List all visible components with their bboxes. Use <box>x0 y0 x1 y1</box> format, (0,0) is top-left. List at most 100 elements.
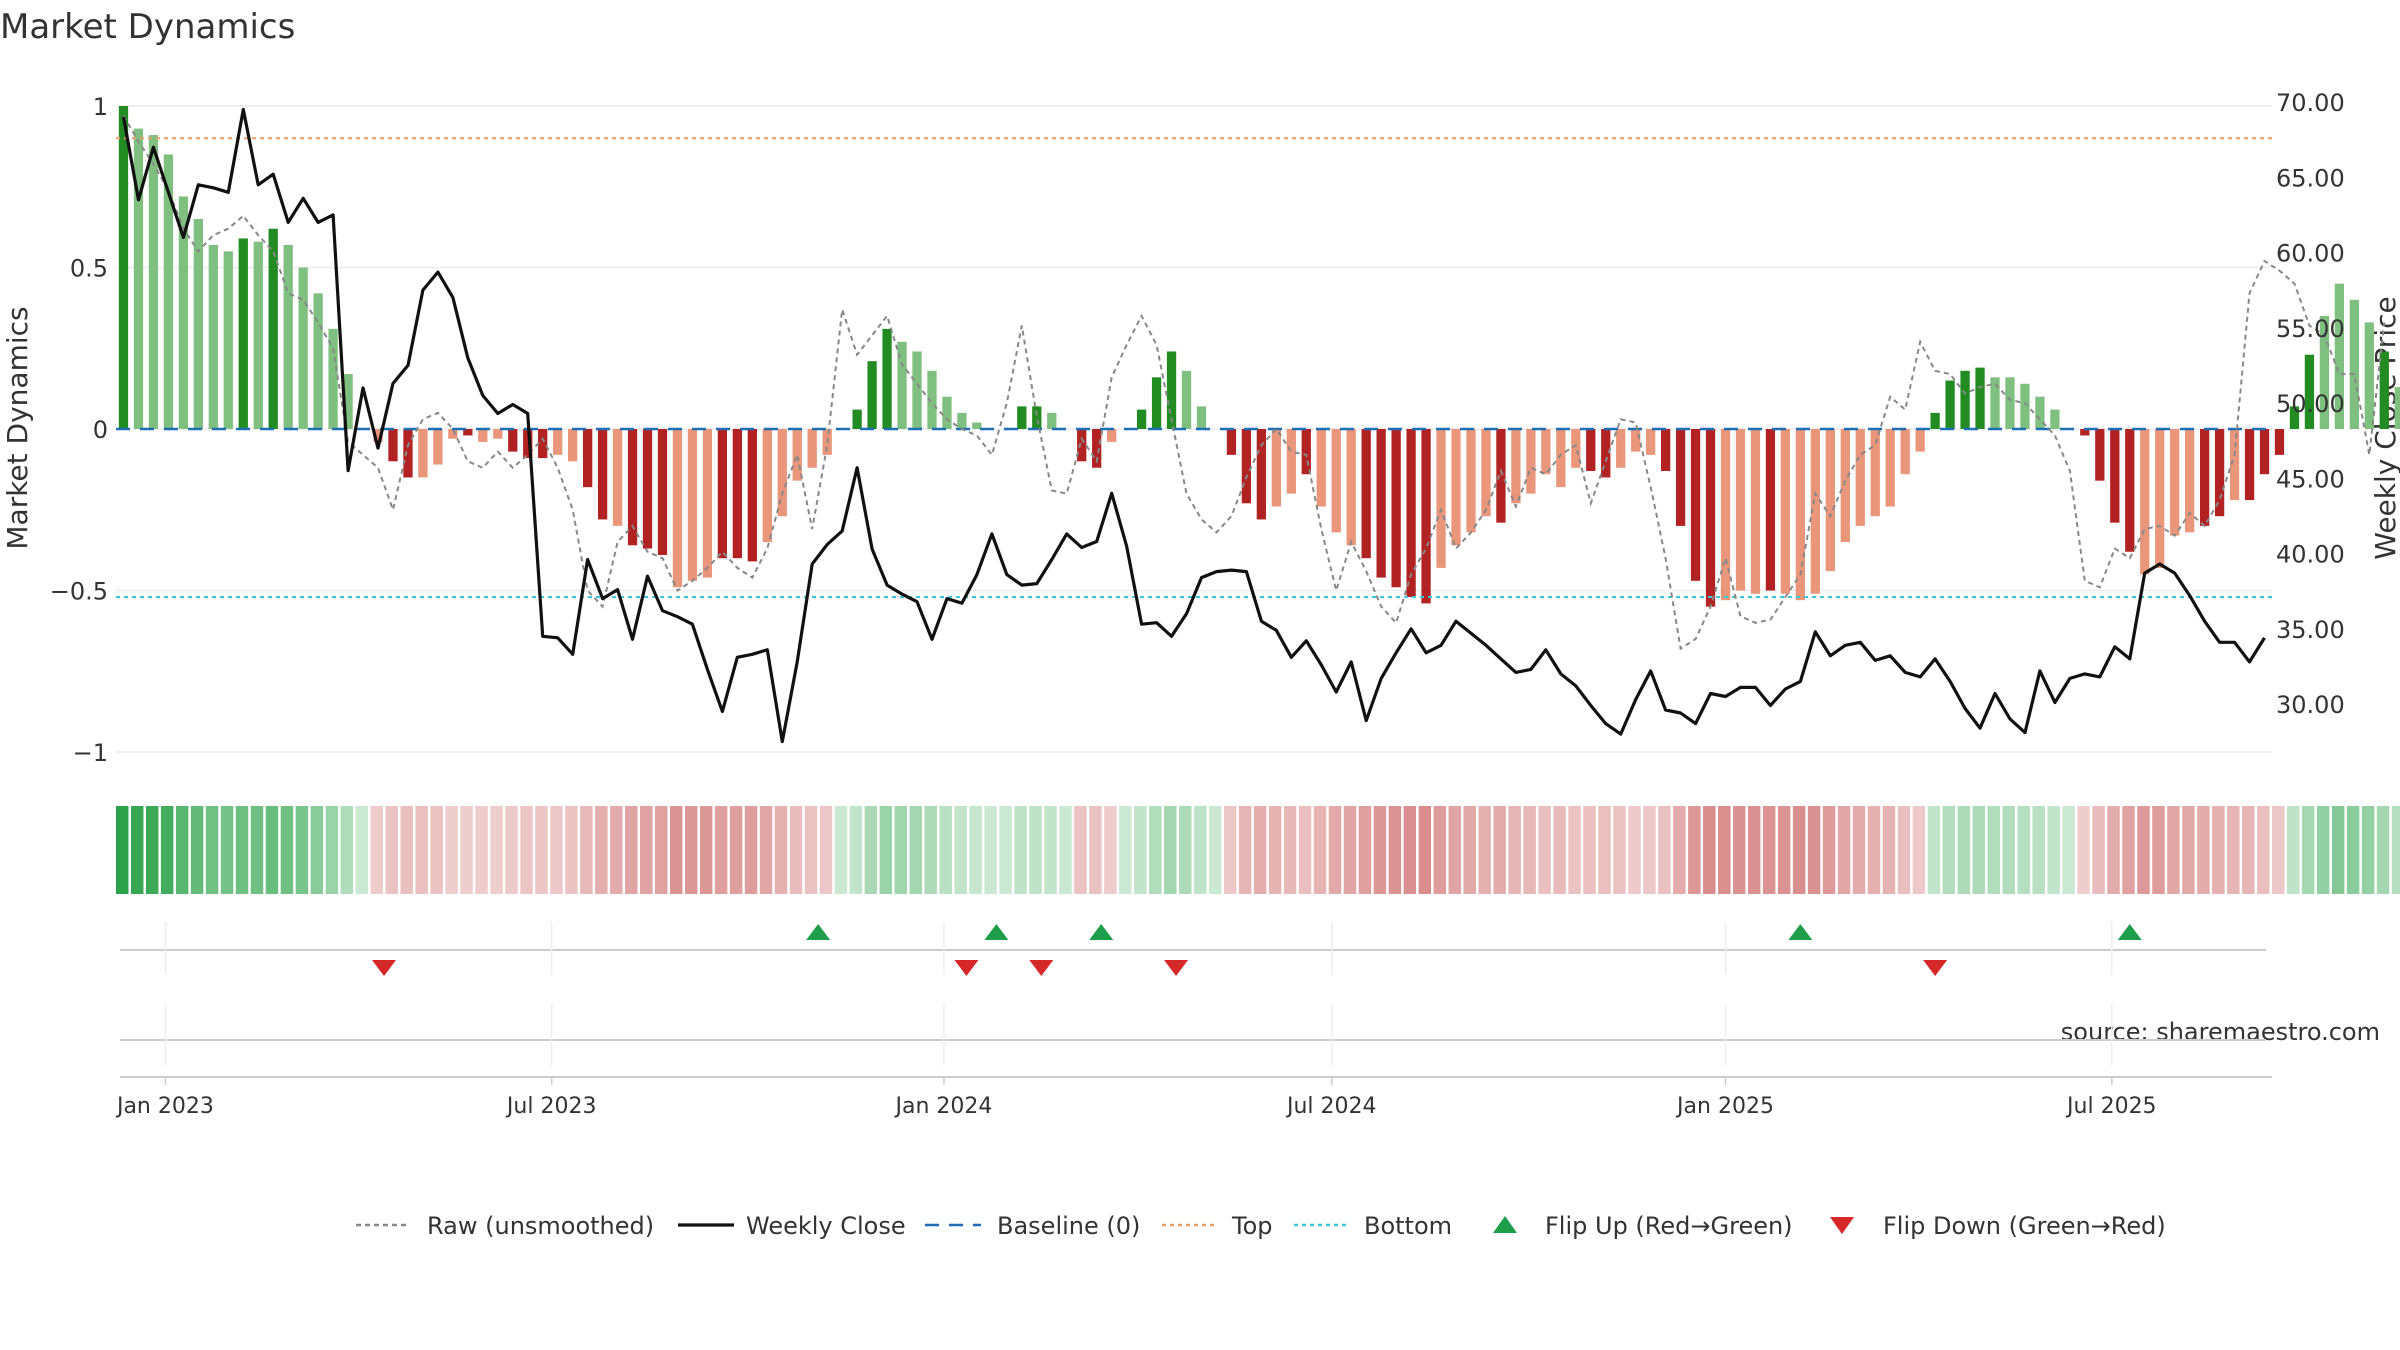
regime-strip-cell <box>1343 806 1357 894</box>
legend-label: Flip Up (Red→Green) <box>1545 1212 1793 1240</box>
regime-strip-cell <box>1628 806 1641 894</box>
regime-strip-cell <box>879 806 893 894</box>
regime-strip-cell <box>1388 806 1402 894</box>
dynamics-bar <box>1720 429 1731 601</box>
regime-strip-cell <box>175 806 189 894</box>
dynamics-bar <box>1136 409 1147 429</box>
regime-strip-cell <box>1718 806 1731 894</box>
dynamics-bar <box>388 429 398 462</box>
dynamics-bar <box>1780 429 1791 594</box>
raw-unsmoothed-line <box>122 115 2386 651</box>
regime-strip-cell <box>1957 806 1971 894</box>
dynamics-bar <box>807 429 817 468</box>
dynamics-bar <box>523 429 533 459</box>
dynamics-bar <box>942 396 952 429</box>
dynamics-bar <box>702 429 713 578</box>
regime-strip-cell <box>625 806 638 894</box>
regime-strip-cell <box>849 806 863 894</box>
regime-strip-cell <box>1268 806 1282 894</box>
dynamics-bar <box>1735 429 1746 591</box>
regime-strip-cell <box>280 806 294 894</box>
regime-strip-cell <box>714 806 728 894</box>
y-tick-label: −1 <box>73 739 108 767</box>
regime-strip-cell <box>1433 806 1447 894</box>
regime-strip-cell <box>1867 806 1881 894</box>
legend-item: Top <box>1162 1212 1273 1240</box>
dynamics-bar <box>313 293 323 429</box>
x-tick-label: Jul 2025 <box>2065 1094 2157 1119</box>
regime-strip-cell <box>1223 806 1237 894</box>
regime-strip-cell <box>1568 806 1581 894</box>
dynamics-bar <box>1795 429 1806 601</box>
regime-strip-cell <box>2017 806 2030 894</box>
regime-strip-cell <box>2301 806 2315 894</box>
dynamics-bar <box>762 429 772 543</box>
regime-strip-cell <box>535 806 548 894</box>
dynamics-bar <box>193 219 203 429</box>
regime-strip-cell <box>669 806 683 894</box>
regime-strip-cell <box>385 806 398 894</box>
regime-strip-cell <box>2062 806 2075 894</box>
y-tick-label: 0 <box>93 416 108 444</box>
regime-strip-cell <box>2107 806 2120 894</box>
regime-strip-cell <box>520 806 533 894</box>
dynamics-bar <box>747 429 757 562</box>
dynamics-bar <box>657 429 668 555</box>
legend-label: Weekly Close <box>746 1212 906 1240</box>
dynamics-bar <box>957 412 967 429</box>
y2-tick-label: 70.00 <box>2276 89 2345 117</box>
regime-strip-cell <box>1313 806 1327 894</box>
regime-strip-cell <box>954 806 967 894</box>
dynamics-bar <box>2110 429 2120 523</box>
flip-up-marker <box>984 924 1009 940</box>
regime-strip-cell <box>2047 806 2060 894</box>
dynamics-bar <box>1870 429 1880 517</box>
dynamics-bar <box>1346 429 1356 546</box>
dynamics-bar <box>1436 429 1446 568</box>
dynamics-bar <box>2005 377 2015 429</box>
regime-strip-cell <box>1733 806 1746 894</box>
dynamics-bar <box>1660 429 1671 471</box>
regime-strip-cell <box>325 806 339 894</box>
regime-strip-cell <box>2257 806 2270 894</box>
regime-strip-cell <box>1074 806 1087 894</box>
dynamics-bar <box>1481 429 1491 517</box>
dynamics-bar <box>1301 429 1311 475</box>
dynamics-bar <box>1690 429 1701 581</box>
y-axis-label: Market Dynamics <box>1 306 34 549</box>
dynamics-bar <box>163 154 174 429</box>
dynamics-bar <box>493 429 503 439</box>
regime-strip-cell <box>759 806 773 894</box>
regime-strip-cell <box>160 806 174 894</box>
dynamics-bar <box>223 251 233 429</box>
dynamics-bar <box>582 429 593 488</box>
dynamics-bar <box>2214 429 2225 517</box>
regime-strip-cell <box>1179 806 1192 894</box>
dynamics-bar <box>1241 429 1252 504</box>
flip-up-marker <box>1788 924 1813 940</box>
regime-strip <box>116 806 2400 894</box>
y2-tick-label: 65.00 <box>2276 164 2345 192</box>
dynamics-bar <box>672 429 683 588</box>
regime-strip-cell <box>1119 806 1132 894</box>
regime-strip-cell <box>984 806 997 894</box>
dynamics-bar <box>927 370 937 429</box>
regime-strip-cell <box>2242 806 2255 894</box>
dynamics-bar <box>2349 299 2359 429</box>
regime-strip-cell <box>1014 806 1027 894</box>
dynamics-bar <box>1945 380 1955 429</box>
dynamics-bar <box>1541 429 1551 475</box>
regime-strip-cell <box>2212 806 2225 894</box>
regime-strip-cell <box>684 806 698 894</box>
dynamics-bar <box>792 429 802 481</box>
grid-layer <box>116 105 2272 753</box>
dynamics-bar <box>687 429 698 581</box>
dynamics-bar <box>178 196 189 429</box>
regime-strip-cell <box>2361 806 2375 894</box>
dynamics-bar <box>1511 429 1521 504</box>
regime-strip-cell <box>565 806 578 894</box>
dynamics-bar <box>1601 429 1611 478</box>
regime-strip-cell <box>2346 806 2360 894</box>
dynamics-bar <box>1451 429 1461 546</box>
